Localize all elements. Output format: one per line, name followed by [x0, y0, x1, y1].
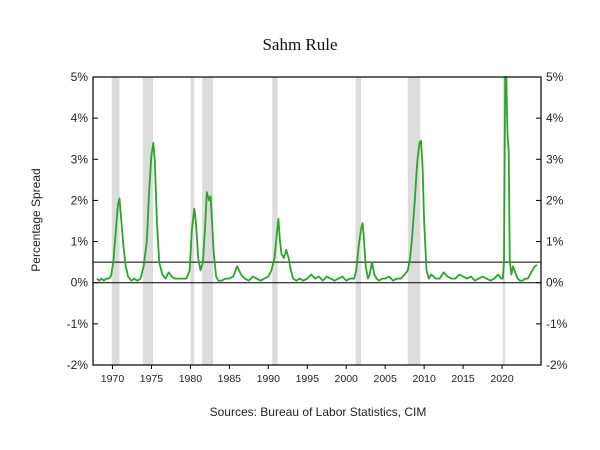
- y-ticks-left: -2% -1% 0% 1% 2% 3% 4% 5%: [67, 70, 98, 372]
- y-tick-label-left: -1%: [67, 317, 89, 331]
- recession-band-4: [272, 77, 278, 365]
- y-tick-label-right: 0%: [546, 276, 564, 290]
- x-tick-label: 2010: [412, 373, 436, 385]
- x-tick-label: 2015: [451, 373, 475, 385]
- y-tick-label-left: 2%: [71, 193, 89, 207]
- x-tick-label: 1980: [179, 373, 203, 385]
- y-tick-label-left: 1%: [71, 235, 89, 249]
- y-tick-label-left: 0%: [71, 276, 89, 290]
- y-tick-label-right: 1%: [546, 235, 564, 249]
- y-tick-label-right: -2%: [546, 358, 568, 372]
- y-tick-label-left: 3%: [71, 152, 89, 166]
- plot-area-frame: [92, 76, 542, 366]
- x-tick-label: 2020: [490, 373, 514, 385]
- y-tick-label-right: -1%: [546, 317, 568, 331]
- x-tick-label: 2000: [335, 373, 359, 385]
- y-tick-label-left: -2%: [67, 358, 89, 372]
- recession-band-3: [202, 77, 213, 365]
- y-tick-label-left: 5%: [71, 70, 89, 84]
- y-tick-label-left: 4%: [71, 111, 89, 125]
- series-layer: [96, 76, 538, 282]
- x-ticks: 1970 1975 1980 1985 1990 1995 2000 2005 2010 2015…: [101, 365, 514, 385]
- y-tick-label-right: 2%: [546, 193, 564, 207]
- source-note: Sources: Bureau of Labor Statistics, CIM: [210, 405, 427, 419]
- y-ticks-right: -2% -1% 0% 1% 2% 3% 4% 5%: [536, 70, 568, 372]
- x-tick-label: 1985: [218, 373, 242, 385]
- x-tick-label: 1975: [140, 373, 164, 385]
- x-tick-label: 1970: [101, 373, 125, 385]
- y-tick-label-right: 3%: [546, 152, 564, 166]
- y-tick-label-right: 5%: [546, 70, 564, 84]
- recession-band-5: [355, 77, 362, 365]
- x-tick-label: 1990: [257, 373, 281, 385]
- x-tick-label: 2005: [373, 373, 397, 385]
- series-line-0: [96, 76, 538, 282]
- reference-lines-layer: [93, 261, 541, 284]
- recession-band-0: [111, 77, 120, 365]
- y-tick-label-right: 4%: [546, 111, 564, 125]
- chart-title: Sahm Rule: [262, 35, 337, 54]
- y-axis-label: Percentage Spread: [29, 168, 43, 271]
- x-tick-label: 1995: [296, 373, 320, 385]
